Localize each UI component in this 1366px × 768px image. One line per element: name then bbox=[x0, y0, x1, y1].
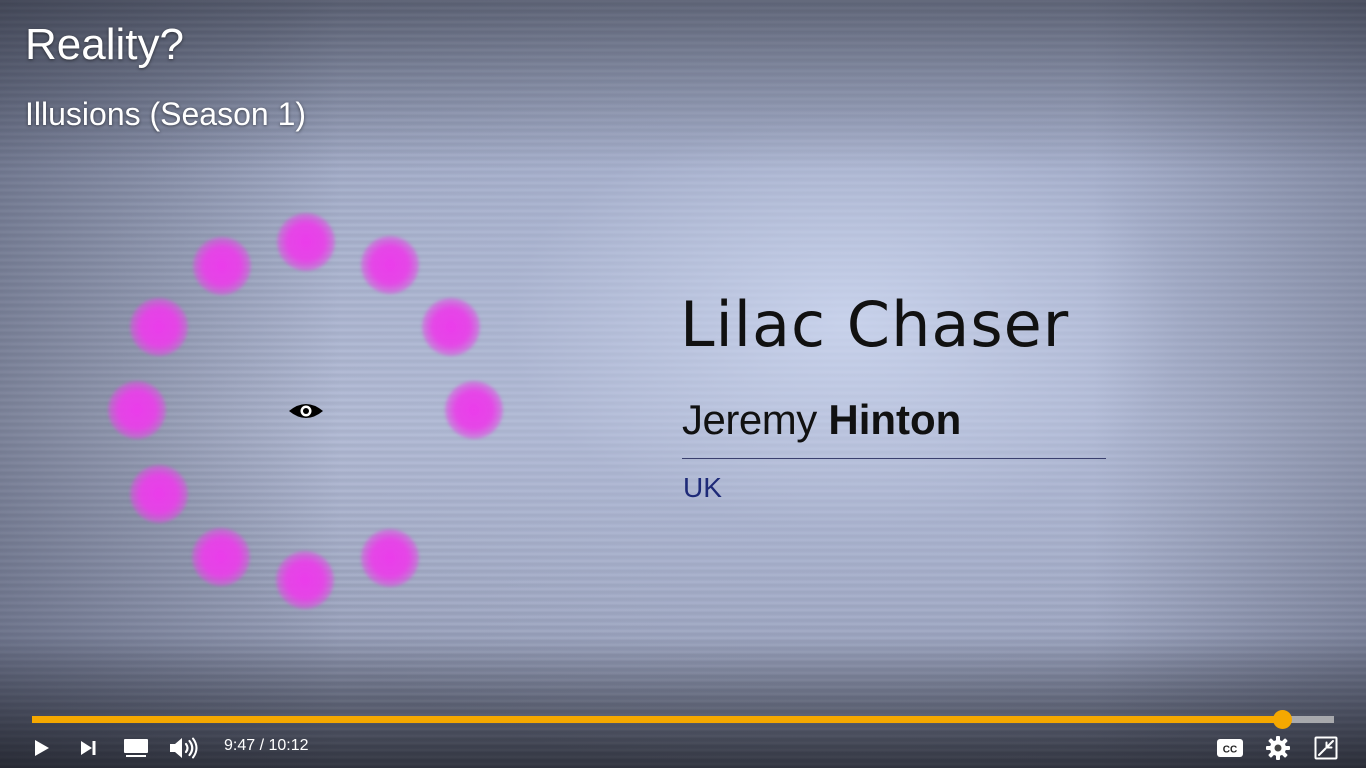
lilac-dot bbox=[276, 551, 334, 609]
play-icon bbox=[35, 740, 49, 756]
illusion-name: Lilac Chaser bbox=[680, 288, 1070, 361]
skip-next-icon bbox=[81, 741, 96, 755]
lilac-dot bbox=[192, 528, 250, 586]
next-button[interactable] bbox=[74, 734, 102, 762]
volume-button[interactable] bbox=[166, 734, 200, 762]
captions-button[interactable]: CC bbox=[1215, 734, 1245, 762]
lilac-dot bbox=[361, 529, 419, 587]
divider bbox=[682, 458, 1106, 459]
video-subtitle[interactable]: Illusions (Season 1) bbox=[25, 96, 307, 132]
bottom-gradient bbox=[0, 638, 1366, 768]
closed-captions-icon: CC bbox=[1217, 739, 1243, 757]
lilac-dot bbox=[445, 381, 503, 439]
progress-bar[interactable] bbox=[32, 710, 1334, 729]
lilac-dot bbox=[108, 381, 166, 439]
video-title[interactable]: Reality? bbox=[25, 20, 184, 69]
lilac-dot bbox=[193, 237, 251, 295]
lilac-dot bbox=[277, 213, 335, 271]
lilac-dot bbox=[361, 236, 419, 294]
play-button[interactable] bbox=[28, 734, 56, 762]
time-separator: / bbox=[259, 737, 265, 754]
time-display: 9:47 / 10:12 bbox=[224, 737, 309, 755]
author-last-name: Hinton bbox=[828, 396, 962, 443]
gear-icon bbox=[1266, 736, 1290, 760]
current-time: 9:47 bbox=[224, 737, 256, 754]
progress-played bbox=[32, 716, 1282, 723]
exit-fullscreen-button[interactable] bbox=[1311, 734, 1341, 762]
svg-text:CC: CC bbox=[1223, 745, 1237, 756]
eye-icon bbox=[289, 404, 323, 418]
settings-button[interactable] bbox=[1263, 734, 1293, 762]
lilac-dot bbox=[130, 298, 188, 356]
author-country: UK bbox=[683, 472, 722, 503]
author-first-name: Jeremy bbox=[682, 396, 817, 443]
exit-fullscreen-icon bbox=[1314, 736, 1338, 760]
top-gradient bbox=[0, 0, 1366, 170]
miniplayer-icon bbox=[124, 739, 148, 757]
volume-icon bbox=[170, 737, 198, 759]
miniplayer-button[interactable] bbox=[120, 734, 152, 762]
progress-scrubber-handle[interactable] bbox=[1272, 710, 1292, 729]
duration: 10:12 bbox=[268, 737, 309, 754]
lilac-dot bbox=[130, 465, 188, 523]
lilac-dot bbox=[422, 298, 480, 356]
author-name: Jeremy Hinton bbox=[682, 396, 961, 444]
